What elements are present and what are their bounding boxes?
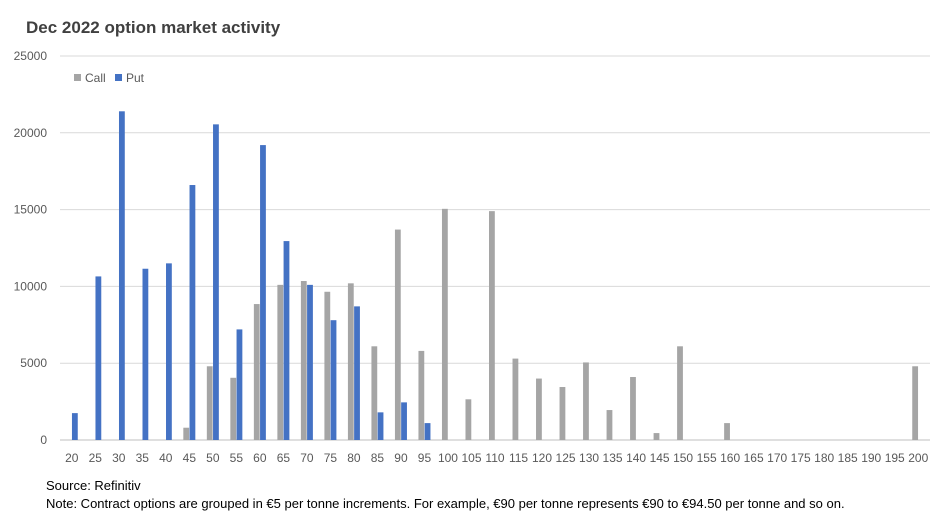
bar-put-35 <box>142 268 149 440</box>
bar-call-145 <box>653 433 660 440</box>
x-tick-label: 20 <box>65 451 79 465</box>
x-tick-label: 85 <box>371 451 385 465</box>
bar-call-110 <box>489 211 495 440</box>
legend: Call Put <box>74 71 145 85</box>
bar-call-80 <box>347 283 354 440</box>
bar-call-50 <box>206 366 213 440</box>
x-tick-label: 40 <box>159 451 173 465</box>
y-tick-label: 10000 <box>14 279 48 293</box>
x-tick-label: 65 <box>277 451 291 465</box>
y-tick-label: 5000 <box>20 356 47 370</box>
bars <box>71 111 919 441</box>
x-tick-label: 185 <box>838 451 858 465</box>
x-tick-label: 25 <box>89 451 103 465</box>
bar-put-75 <box>330 320 337 440</box>
x-tick-label: 135 <box>603 451 623 465</box>
bar-put-55 <box>236 329 243 440</box>
x-tick-label: 120 <box>532 451 552 465</box>
x-tick-label: 170 <box>767 451 787 465</box>
bar-put-90 <box>401 402 407 440</box>
bar-call-100 <box>441 208 448 440</box>
bar-call-95 <box>418 350 425 440</box>
chart-title: Dec 2022 option market activity <box>26 18 281 37</box>
bar-put-40 <box>166 263 172 440</box>
x-tick-label: 200 <box>908 451 928 465</box>
bar-call-75 <box>324 291 331 440</box>
y-tick-label: 20000 <box>14 126 48 140</box>
x-tick-label: 45 <box>183 451 197 465</box>
bar-call-115 <box>512 358 519 440</box>
x-tick-label: 130 <box>579 451 599 465</box>
y-tick-label: 0 <box>40 433 47 447</box>
x-tick-label: 100 <box>438 451 458 465</box>
bar-call-105 <box>465 399 472 440</box>
bar-put-30 <box>118 111 125 441</box>
grid-lines <box>60 55 930 441</box>
x-tick-label: 50 <box>206 451 220 465</box>
y-axis: 0 5000 10000 15000 20000 25000 <box>14 49 48 447</box>
bar-call-150 <box>677 346 683 440</box>
bar-call-55 <box>230 377 237 440</box>
x-tick-label: 145 <box>650 451 670 465</box>
x-tick-label: 30 <box>112 451 126 465</box>
bar-put-80 <box>354 306 360 440</box>
bar-call-70 <box>300 281 307 440</box>
footnote: Note: Contract options are grouped in €5… <box>46 496 845 511</box>
x-tick-label: 165 <box>744 451 764 465</box>
x-tick-label: 95 <box>418 451 432 465</box>
bar-call-135 <box>606 410 613 440</box>
bar-put-20 <box>71 413 78 440</box>
bar-put-70 <box>307 284 313 440</box>
x-tick-label: 150 <box>673 451 693 465</box>
x-tick-label: 110 <box>485 451 504 465</box>
bar-call-45 <box>183 427 190 440</box>
legend-swatch-put <box>115 74 122 81</box>
x-tick-label: 75 <box>324 451 338 465</box>
legend-swatch-call <box>74 74 81 81</box>
x-tick-label: 160 <box>720 451 740 465</box>
bar-call-125 <box>559 387 566 440</box>
x-tick-label: 105 <box>461 451 481 465</box>
bar-put-25 <box>95 276 102 440</box>
bar-put-60 <box>260 145 266 440</box>
y-tick-label: 25000 <box>14 49 48 63</box>
legend-label-call: Call <box>85 71 106 85</box>
bar-call-160 <box>724 423 730 440</box>
x-axis: 20 25 30 35 40 45 50 55 60 65 70 75 80 85 90 95 100 105 11… <box>65 451 928 465</box>
source-note: Source: Refinitiv <box>46 478 141 493</box>
x-tick-label: 195 <box>885 451 905 465</box>
bar-put-50 <box>213 124 219 441</box>
x-tick-label: 125 <box>556 451 576 465</box>
x-tick-label: 140 <box>626 451 646 465</box>
bar-call-85 <box>371 346 378 440</box>
bar-put-85 <box>377 412 384 440</box>
x-tick-label: 90 <box>394 451 408 465</box>
x-tick-label: 115 <box>509 451 528 465</box>
bar-put-95 <box>424 423 431 440</box>
bar-call-90 <box>394 229 401 440</box>
bar-call-60 <box>253 304 260 440</box>
legend-label-put: Put <box>126 71 145 85</box>
x-tick-label: 175 <box>791 451 811 465</box>
x-tick-label: 180 <box>814 451 834 465</box>
bar-call-140 <box>630 377 636 440</box>
x-tick-label: 155 <box>697 451 717 465</box>
bar-call-120 <box>536 378 542 440</box>
x-tick-label: 70 <box>300 451 314 465</box>
x-tick-label: 55 <box>230 451 244 465</box>
bar-put-45 <box>189 185 196 440</box>
x-tick-label: 80 <box>347 451 361 465</box>
bar-chart: 0 5000 10000 15000 20000 25000 20 25 30 35 40 45 50… <box>14 49 930 465</box>
bar-put-65 <box>283 241 290 440</box>
y-tick-label: 15000 <box>14 203 48 217</box>
x-tick-label: 60 <box>253 451 267 465</box>
bar-call-65 <box>277 284 284 440</box>
bar-call-130 <box>583 362 589 440</box>
x-tick-label: 190 <box>861 451 881 465</box>
x-tick-label: 35 <box>136 451 150 465</box>
bar-call-200 <box>912 366 919 440</box>
